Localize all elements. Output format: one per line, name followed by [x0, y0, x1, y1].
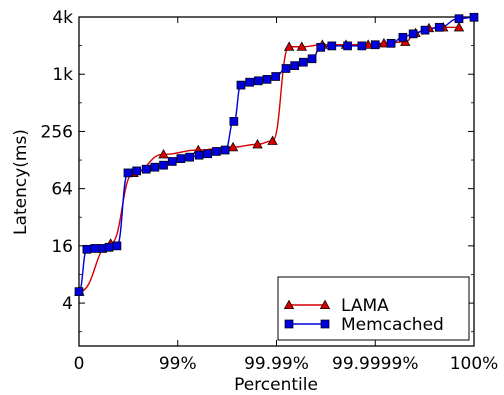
x-ticks: 0 99% 99.99% 99.9999% 100%: [74, 17, 499, 374]
lama-point: [378, 37, 390, 48]
x-tick-label: 100%: [450, 354, 499, 374]
memcached-point: [307, 54, 317, 64]
legend-label: LAMA: [341, 296, 389, 316]
memcached-point: [262, 75, 272, 84]
memcached-point: [176, 154, 186, 163]
memcached-point: [408, 29, 418, 39]
lama-point: [227, 141, 239, 152]
y-axis-label: Latency(ms): [11, 129, 31, 235]
lama-point: [252, 138, 263, 149]
x-tick-label: 99.9999%: [332, 354, 418, 374]
memcached-point: [90, 244, 100, 253]
memcached-point: [316, 42, 326, 52]
x-tick-label: 0: [74, 354, 85, 374]
memcached-point: [420, 25, 430, 35]
y-tick-label: 4: [62, 294, 73, 314]
memcached-point: [236, 80, 246, 90]
y-tick-label: 4k: [52, 8, 73, 28]
memcached-point: [74, 287, 84, 296]
memcached-point: [434, 22, 444, 32]
memcached-point: [220, 145, 230, 155]
memcached-point: [194, 150, 204, 160]
memcached-point: [159, 160, 168, 170]
memcached-point: [469, 12, 479, 22]
y-tick-label: 16: [51, 237, 73, 257]
memcached-point: [398, 32, 408, 42]
legend-marker: [320, 319, 330, 329]
memcached-point: [454, 14, 464, 24]
memcached-point: [82, 244, 92, 254]
memcached-point: [281, 64, 291, 73]
lama-point: [158, 149, 169, 159]
legend-marker: [319, 299, 331, 310]
memcached-point: [245, 77, 254, 87]
memcached-point: [203, 149, 213, 159]
memcached-point: [229, 117, 239, 126]
lama-point: [267, 135, 278, 145]
x-axis-label: Percentile: [234, 375, 318, 395]
memcached-point: [343, 41, 352, 51]
memcached-point: [150, 162, 160, 172]
memcached-point: [253, 76, 263, 86]
memcached-point: [370, 40, 380, 50]
legend-box: [277, 276, 470, 341]
x-tick-label: 99.99%: [244, 354, 309, 374]
memcached-point: [104, 242, 114, 252]
memcached-point: [271, 72, 281, 81]
legend-marker: [284, 319, 294, 329]
memcached-point: [290, 61, 300, 70]
memcached-point: [212, 147, 221, 156]
x-tick-label: 99%: [159, 354, 197, 374]
y-tick-label: 64: [51, 180, 73, 200]
memcached-point: [167, 157, 177, 166]
memcached-point: [299, 57, 308, 67]
legend-marker: [283, 299, 295, 310]
series-markers: [74, 12, 479, 296]
y-ticks: 4 16 64 256 1k 4k: [41, 8, 474, 333]
legend-label: Memcached: [341, 315, 444, 335]
lama-point: [296, 41, 307, 51]
series-line-lama: [79, 26, 459, 293]
memcached-point: [185, 152, 194, 162]
memcached-point: [123, 168, 133, 178]
memcached-point: [141, 164, 151, 174]
memcached-point: [327, 41, 337, 51]
memcached-point: [112, 241, 122, 251]
memcached-point: [386, 38, 396, 48]
memcached-point: [132, 166, 142, 176]
y-tick-label: 1k: [52, 65, 73, 85]
memcached-point: [357, 41, 367, 51]
series-lines: [78, 16, 475, 293]
series-line-memcached: [78, 16, 475, 293]
y-tick-label: 256: [41, 122, 73, 142]
lama-point: [453, 21, 465, 32]
lama-point: [283, 41, 295, 51]
